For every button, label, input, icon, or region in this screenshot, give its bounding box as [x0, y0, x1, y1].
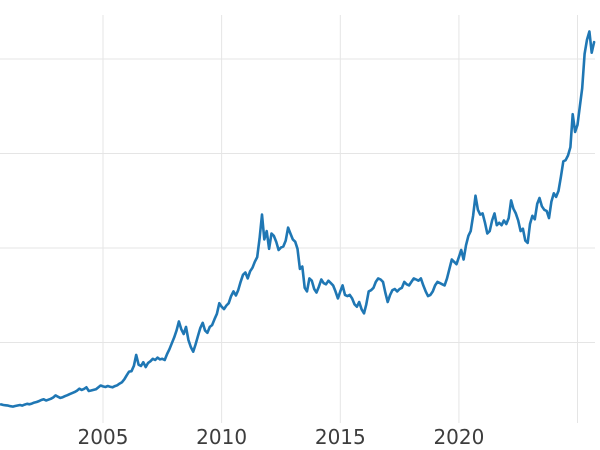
x-tick-label: 2005 [78, 425, 129, 449]
price-line [0, 30, 596, 408]
x-tick-label: 2020 [433, 425, 484, 449]
x-tick-label: 2010 [196, 425, 247, 449]
x-tick-label: 2015 [315, 425, 366, 449]
